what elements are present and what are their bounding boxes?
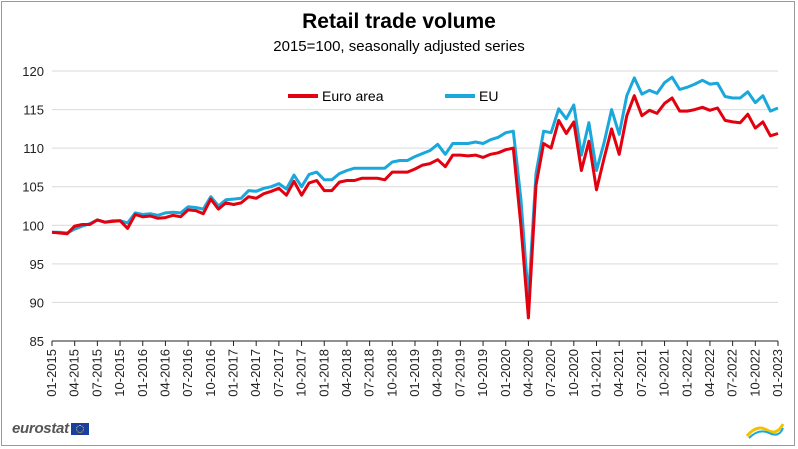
legend: Euro area EU <box>288 88 498 104</box>
x-tick-label: 10-2017 <box>294 349 309 397</box>
x-tick-label: 07-2020 <box>543 349 558 397</box>
gridlines <box>52 70 778 342</box>
x-tick-label: 10-2015 <box>112 349 127 397</box>
x-tick-label: 10-2018 <box>384 349 399 397</box>
x-tick-label: 04-2015 <box>67 349 82 397</box>
series-lines <box>51 75 779 320</box>
x-tick-label: 01-2018 <box>316 349 331 397</box>
x-tick-label: 07-2021 <box>634 349 649 397</box>
x-tick-label: 10-2022 <box>747 349 762 397</box>
x-tick-label: 04-2021 <box>611 349 626 397</box>
x-tick-label: 01-2021 <box>589 349 604 397</box>
x-tick-label: 07-2016 <box>180 349 195 397</box>
x-tick-label: 04-2020 <box>520 349 535 397</box>
eurostat-wave-icon <box>745 423 785 439</box>
x-tick-label: 04-2016 <box>157 349 172 397</box>
x-axis: 01-2015 04-2015 07-2015 10-2015 01-2016 04-20… <box>44 341 785 397</box>
x-tick-label: 01-2015 <box>44 349 59 397</box>
x-tick-label: 04-2018 <box>339 349 354 397</box>
x-tick-label: 01-2022 <box>679 349 694 397</box>
eurostat-logo: eurostat <box>12 420 89 437</box>
y-tick-label: 95 <box>30 257 44 272</box>
x-tick-label: 07-2019 <box>452 349 467 397</box>
eu-flag-icon <box>70 422 89 435</box>
x-tick-label: 10-2019 <box>475 349 490 397</box>
series-line-eu <box>52 75 779 301</box>
x-tick-label: 01-2019 <box>407 349 422 397</box>
chart-subtitle: 2015=100, seasonally adjusted series <box>273 38 525 55</box>
y-tick-label: 110 <box>23 141 44 156</box>
x-tick-label: 04-2017 <box>248 349 263 397</box>
eurostat-logo-text: eurostat <box>12 420 69 437</box>
x-tick-label: 10-2016 <box>203 349 218 397</box>
legend-label: EU <box>479 88 498 104</box>
y-axis-ticks: 85 90 95 100 105 110 115 120 <box>22 64 44 349</box>
y-tick-label: 115 <box>23 103 44 118</box>
x-tick-label: 01-2017 <box>226 349 241 397</box>
x-tick-label: 07-2022 <box>725 349 740 397</box>
series-line-euro-area <box>51 94 779 320</box>
y-tick-label: 105 <box>22 180 44 195</box>
y-tick-label: 85 <box>30 334 44 349</box>
y-tick-label: 120 <box>22 64 44 79</box>
x-tick-label: 04-2022 <box>702 349 717 397</box>
x-tick-label: 10-2020 <box>566 349 581 397</box>
y-tick-label: 90 <box>30 295 44 310</box>
x-tick-label: 10-2021 <box>657 349 672 397</box>
x-tick-label: 07-2015 <box>89 349 104 397</box>
x-tick-label: 04-2019 <box>430 349 445 397</box>
chart-title: Retail trade volume <box>302 10 496 33</box>
y-tick-label: 100 <box>22 218 44 233</box>
x-tick-label: 01-2016 <box>135 349 150 397</box>
x-tick-label: 07-2018 <box>362 349 377 397</box>
x-tick-label: 01-2020 <box>498 349 513 397</box>
legend-label: Euro area <box>322 88 384 104</box>
x-tick-label: 01-2023 <box>770 349 785 397</box>
x-tick-label: 07-2017 <box>271 349 286 397</box>
